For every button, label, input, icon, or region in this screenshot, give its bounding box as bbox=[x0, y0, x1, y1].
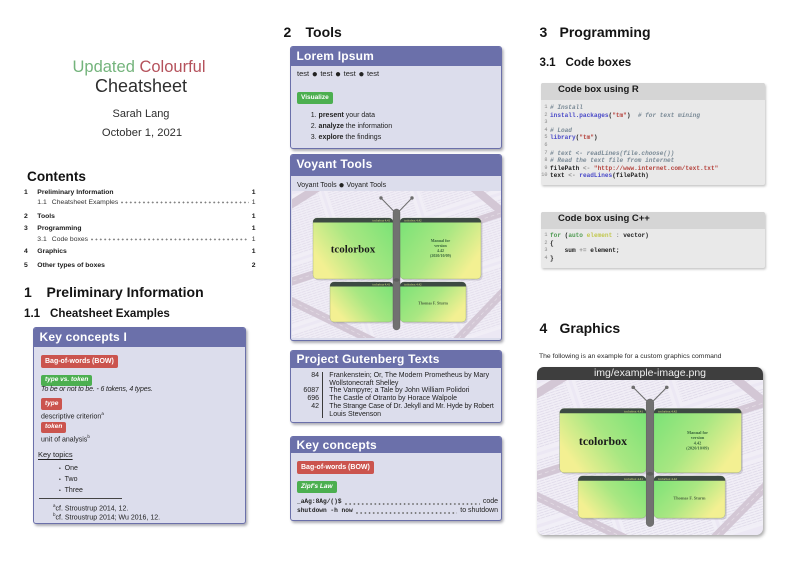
svg-text:tcolorbox 4.42: tcolorbox 4.42 bbox=[404, 219, 422, 223]
svg-text:tcolorbox 4.41: tcolorbox 4.41 bbox=[373, 283, 391, 287]
svg-text:Manual for: Manual for bbox=[431, 238, 451, 243]
svg-text:tcolorbox 4.41: tcolorbox 4.41 bbox=[373, 219, 391, 223]
svg-text:4.42: 4.42 bbox=[437, 248, 444, 253]
svg-text:(2020/10/09): (2020/10/09) bbox=[686, 446, 709, 451]
svg-text:tcolorbox: tcolorbox bbox=[331, 244, 376, 256]
svg-text:version: version bbox=[691, 435, 705, 440]
svg-text:tcolorbox 4.42: tcolorbox 4.42 bbox=[404, 283, 422, 287]
svg-text:Thomas F. Sturm: Thomas F. Sturm bbox=[418, 301, 448, 306]
svg-text:tcolorbox 4.42: tcolorbox 4.42 bbox=[658, 477, 677, 481]
svg-text:tcolorbox 4.41: tcolorbox 4.41 bbox=[624, 477, 643, 481]
svg-text:tcolorbox 4.41: tcolorbox 4.41 bbox=[624, 409, 643, 413]
svg-text:Manual for: Manual for bbox=[687, 430, 708, 435]
svg-text:tcolorbox: tcolorbox bbox=[579, 435, 627, 448]
svg-text:Thomas F. Sturm: Thomas F. Sturm bbox=[673, 496, 706, 501]
svg-text:tcolorbox 4.42: tcolorbox 4.42 bbox=[658, 409, 677, 413]
svg-text:(2020/10/09): (2020/10/09) bbox=[430, 253, 452, 258]
svg-text:4.42: 4.42 bbox=[694, 440, 702, 445]
svg-text:version: version bbox=[434, 243, 447, 248]
